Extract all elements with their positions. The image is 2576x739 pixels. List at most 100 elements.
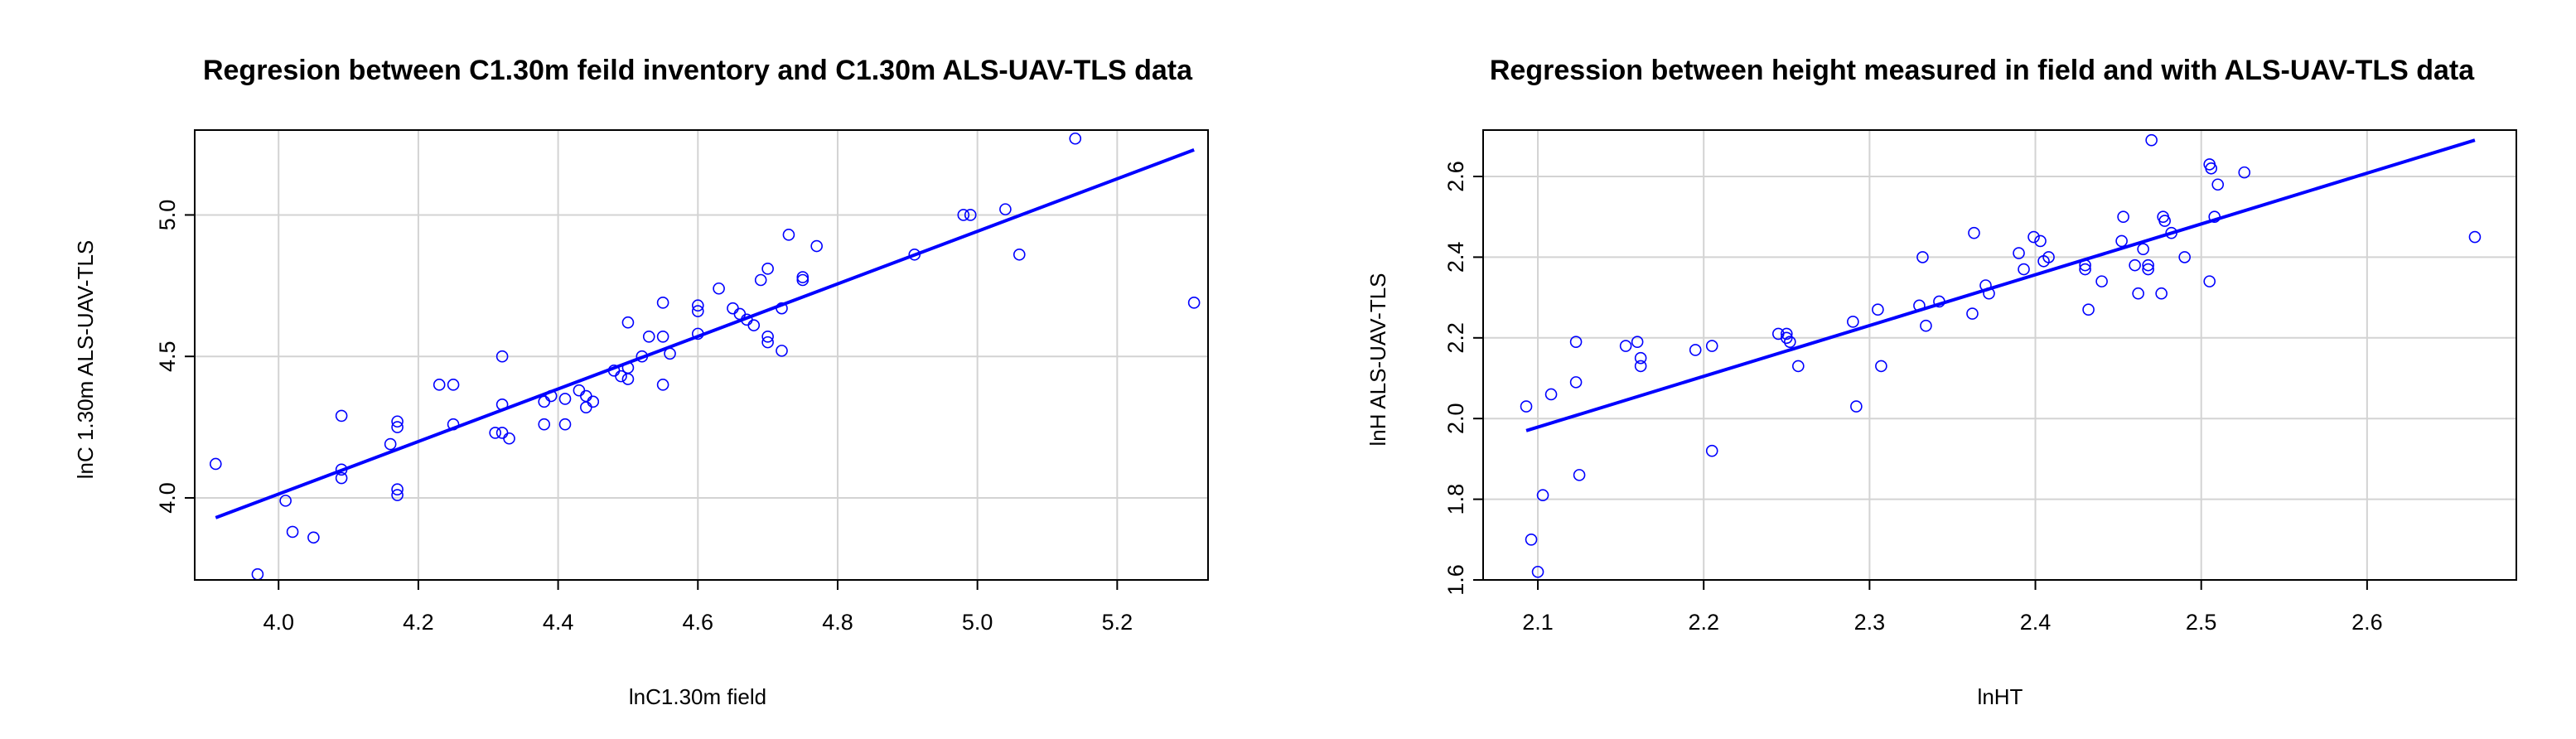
data-point [782, 229, 795, 241]
data-point [433, 379, 446, 391]
data-point [2115, 234, 2128, 248]
data-point [1634, 351, 1647, 365]
data-point [489, 427, 501, 439]
data-point [1792, 360, 1805, 373]
data-point [2142, 263, 2154, 276]
data-point [964, 209, 977, 221]
data-point [391, 489, 404, 501]
data-point [2158, 215, 2171, 227]
data-point [573, 384, 586, 397]
data-point [1783, 336, 1796, 348]
x-tick-label: 2.6 [2351, 610, 2383, 635]
chart-height-regression: Regression between height measured in fi… [1365, 55, 2517, 709]
data-point [580, 401, 592, 413]
data-point [558, 418, 572, 431]
data-point [2095, 275, 2108, 287]
x-tick-label: 2.5 [2186, 610, 2217, 635]
data-point [615, 370, 627, 383]
y-tick-label: 2.6 [1443, 161, 1468, 192]
x-tick-label: 2.4 [2020, 610, 2052, 635]
data-point [810, 239, 823, 253]
x-tick-label: 4.8 [822, 610, 853, 635]
chart-title: Regresion between C1.30m feild inventory… [203, 55, 1193, 86]
data-point [642, 331, 655, 343]
data-point [1875, 360, 1887, 373]
data-point [447, 379, 460, 391]
data-point [391, 415, 404, 428]
grid [1483, 130, 2516, 581]
y-tick-label: 2.2 [1443, 322, 1468, 354]
data-point [2468, 230, 2482, 244]
y-tick-label: 1.8 [1443, 484, 1468, 515]
data-point [761, 263, 774, 275]
regression-line [1525, 138, 2476, 432]
data-point [713, 282, 725, 295]
data-point [957, 209, 970, 221]
data-point [2079, 263, 2091, 276]
data-point [1780, 331, 1793, 345]
data-point [1872, 303, 1884, 316]
y-tick-label: 4.5 [155, 341, 180, 372]
data-point [1780, 327, 1793, 341]
y-axis-label: lnH ALS-UAV-TLS [1365, 273, 1390, 446]
data-point [538, 395, 551, 408]
data-point [621, 316, 635, 329]
data-point [2018, 263, 2030, 276]
data-point [2042, 251, 2055, 263]
data-point [796, 273, 810, 287]
data-point [503, 432, 515, 445]
data-point [2142, 258, 2154, 272]
data-point [2129, 258, 2141, 272]
y-tick-label: 2.0 [1443, 403, 1468, 434]
data-point [1069, 132, 1082, 145]
regression-line-group [1525, 138, 2476, 432]
data-point [587, 395, 600, 408]
y-axis-label: lnC 1.30m ALS-UAV-TLS [73, 240, 98, 480]
x-tick-label: 5.0 [962, 610, 993, 635]
x-axis-label: lnHT [1978, 684, 2023, 709]
data-point [1536, 489, 1549, 502]
data-point [2145, 133, 2158, 147]
data-point [1850, 400, 1863, 413]
data-point [2178, 251, 2191, 263]
x-tick-label: 2.3 [1854, 610, 1886, 635]
plot-frame [1482, 129, 2517, 581]
y-tick-label: 4.0 [155, 482, 180, 514]
data-point [1634, 360, 1647, 373]
data-point [307, 531, 320, 544]
data-point [558, 393, 572, 405]
data-point [335, 409, 348, 423]
scatter-points [1520, 133, 2482, 578]
data-point [210, 457, 222, 471]
data-point [2211, 178, 2225, 191]
data-point [1525, 534, 1538, 546]
data-point [391, 483, 404, 496]
data-point [2203, 275, 2216, 287]
data-point [1920, 319, 1932, 332]
data-point [495, 427, 509, 439]
x-axis-label: lnC1.30m field [629, 684, 766, 709]
data-point [384, 437, 397, 451]
data-point [2082, 303, 2095, 316]
data-point [1531, 565, 1544, 578]
regression-line-group [215, 148, 1195, 519]
data-point [2027, 230, 2040, 244]
y-tick-label: 1.6 [1443, 564, 1468, 596]
data-point [621, 373, 635, 385]
x-tick-label: 2.2 [1688, 610, 1719, 635]
data-point [2137, 243, 2149, 255]
data-point [251, 568, 264, 581]
data-point [538, 418, 551, 431]
data-point [1544, 388, 1558, 401]
data-point [761, 336, 774, 349]
data-point [1520, 400, 1533, 413]
data-point [279, 495, 292, 507]
x-tick-label: 4.2 [403, 610, 434, 635]
data-point [1847, 316, 1859, 328]
data-point [656, 379, 669, 391]
y-tick-label: 5.0 [155, 200, 180, 231]
data-point [580, 389, 592, 403]
data-point [776, 345, 788, 357]
data-point [747, 319, 761, 331]
